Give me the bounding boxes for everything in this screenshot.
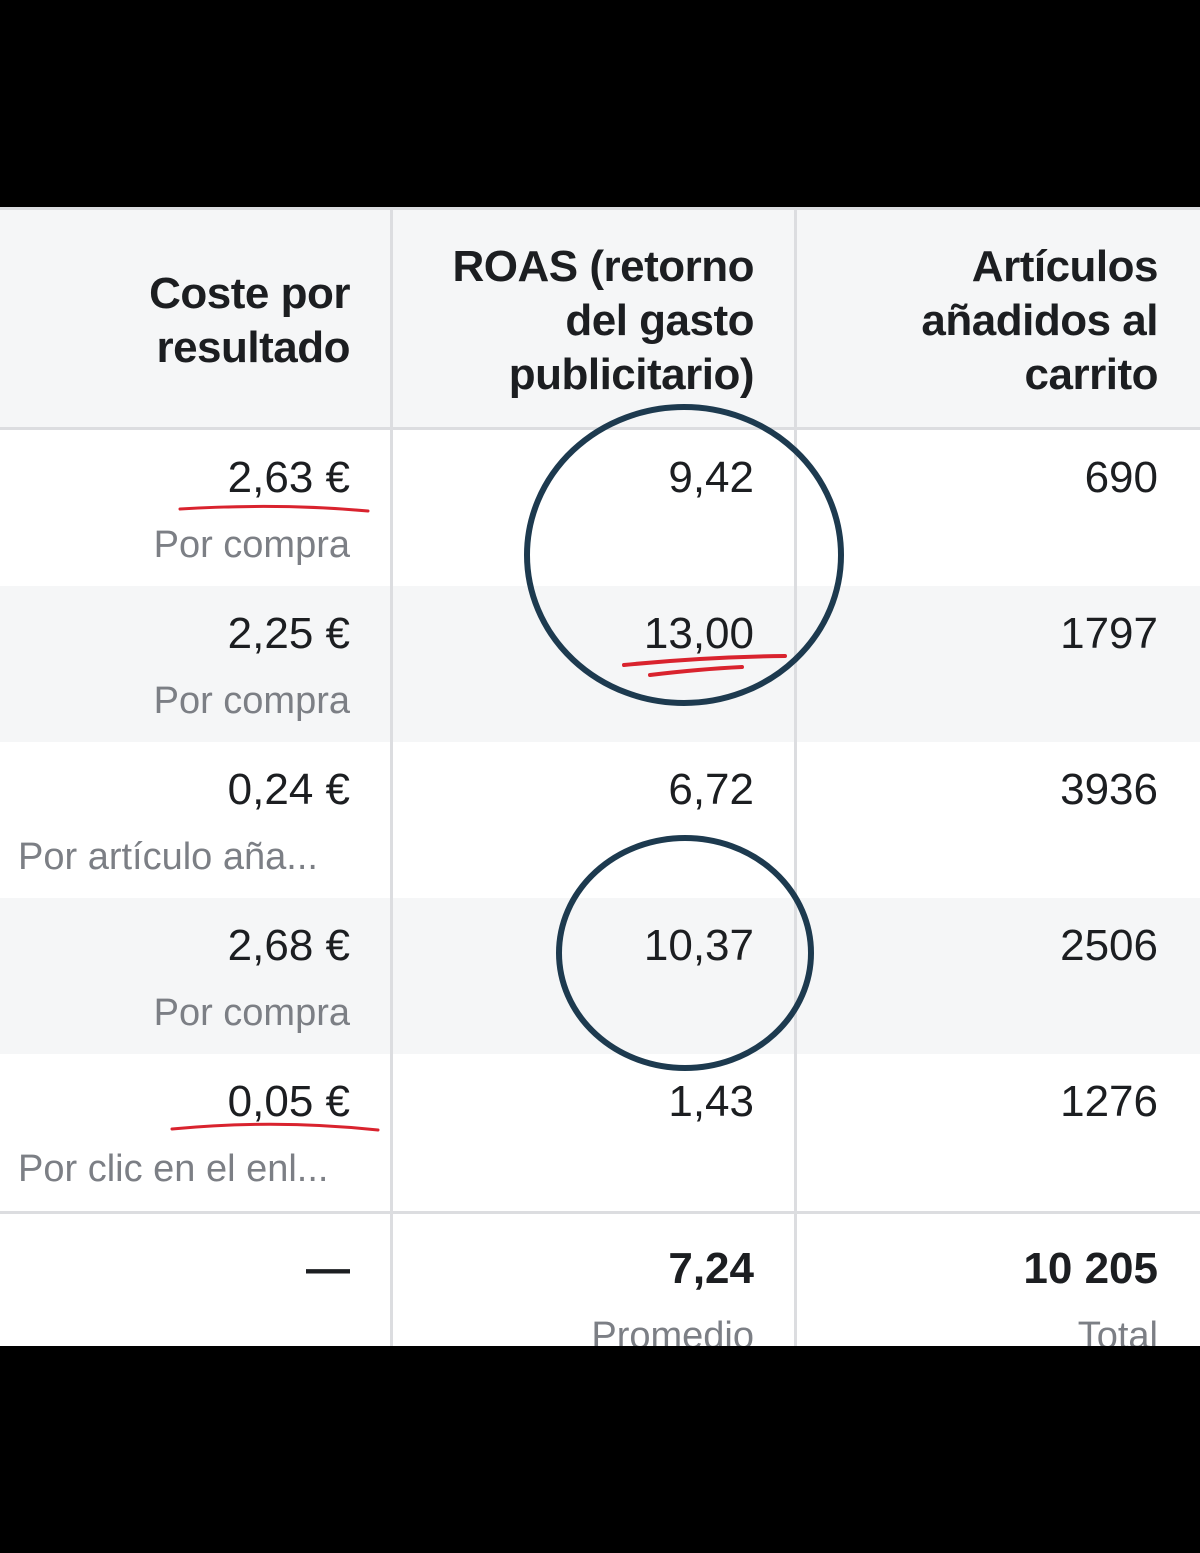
table-header xyxy=(0,207,1200,427)
column-divider xyxy=(794,207,797,1346)
cost-per-result-label: Por compra xyxy=(153,524,350,566)
cart-adds-value: 1276 xyxy=(1060,1077,1158,1126)
summary-roas-label: Promedio xyxy=(591,1315,754,1346)
cost-per-result-value: 2,63 € xyxy=(227,453,350,502)
roas-value: 1,43 xyxy=(668,1077,754,1126)
ads-table-screen: Coste por resultado ROAS (retorno del ga… xyxy=(0,207,1200,1346)
cost-per-result-value: 0,24 € xyxy=(227,765,350,814)
summary-cart-label: Total xyxy=(1077,1315,1158,1346)
roas-value: 10,37 xyxy=(643,921,754,970)
roas-value: 6,72 xyxy=(668,765,754,814)
cart-adds-value: 3936 xyxy=(1060,765,1158,814)
roas-value: 13,00 xyxy=(643,609,754,658)
summary-divider xyxy=(0,1211,1200,1214)
summary-cost-value: — xyxy=(306,1244,350,1293)
header-divider xyxy=(0,427,1200,430)
cost-per-result-label: Por compra xyxy=(153,992,350,1034)
cost-per-result-label: Por artículo aña... xyxy=(18,836,318,878)
cost-per-result-value: 2,25 € xyxy=(227,609,350,658)
column-header-cart-adds[interactable]: Artículos añadidos al carrito xyxy=(921,242,1158,399)
cost-per-result-label: Por compra xyxy=(153,680,350,722)
cost-per-result-value: 0,05 € xyxy=(227,1077,350,1126)
column-divider xyxy=(390,207,393,1346)
header-divider xyxy=(0,207,1200,210)
summary-cart-value: 10 205 xyxy=(1023,1244,1158,1293)
column-header-cost-per-result[interactable]: Coste por resultado xyxy=(149,269,350,372)
cart-adds-value: 690 xyxy=(1084,453,1158,502)
underline-annotation xyxy=(178,504,370,513)
cost-per-result-label: Por clic en el enl... xyxy=(18,1148,329,1190)
summary-roas-value: 7,24 xyxy=(668,1244,754,1293)
cost-per-result-value: 2,68 € xyxy=(227,921,350,970)
cart-adds-value: 2506 xyxy=(1060,921,1158,970)
column-header-roas[interactable]: ROAS (retorno del gasto publicitario) xyxy=(452,242,755,399)
roas-value: 9,42 xyxy=(668,453,754,502)
cart-adds-value: 1797 xyxy=(1060,609,1158,658)
